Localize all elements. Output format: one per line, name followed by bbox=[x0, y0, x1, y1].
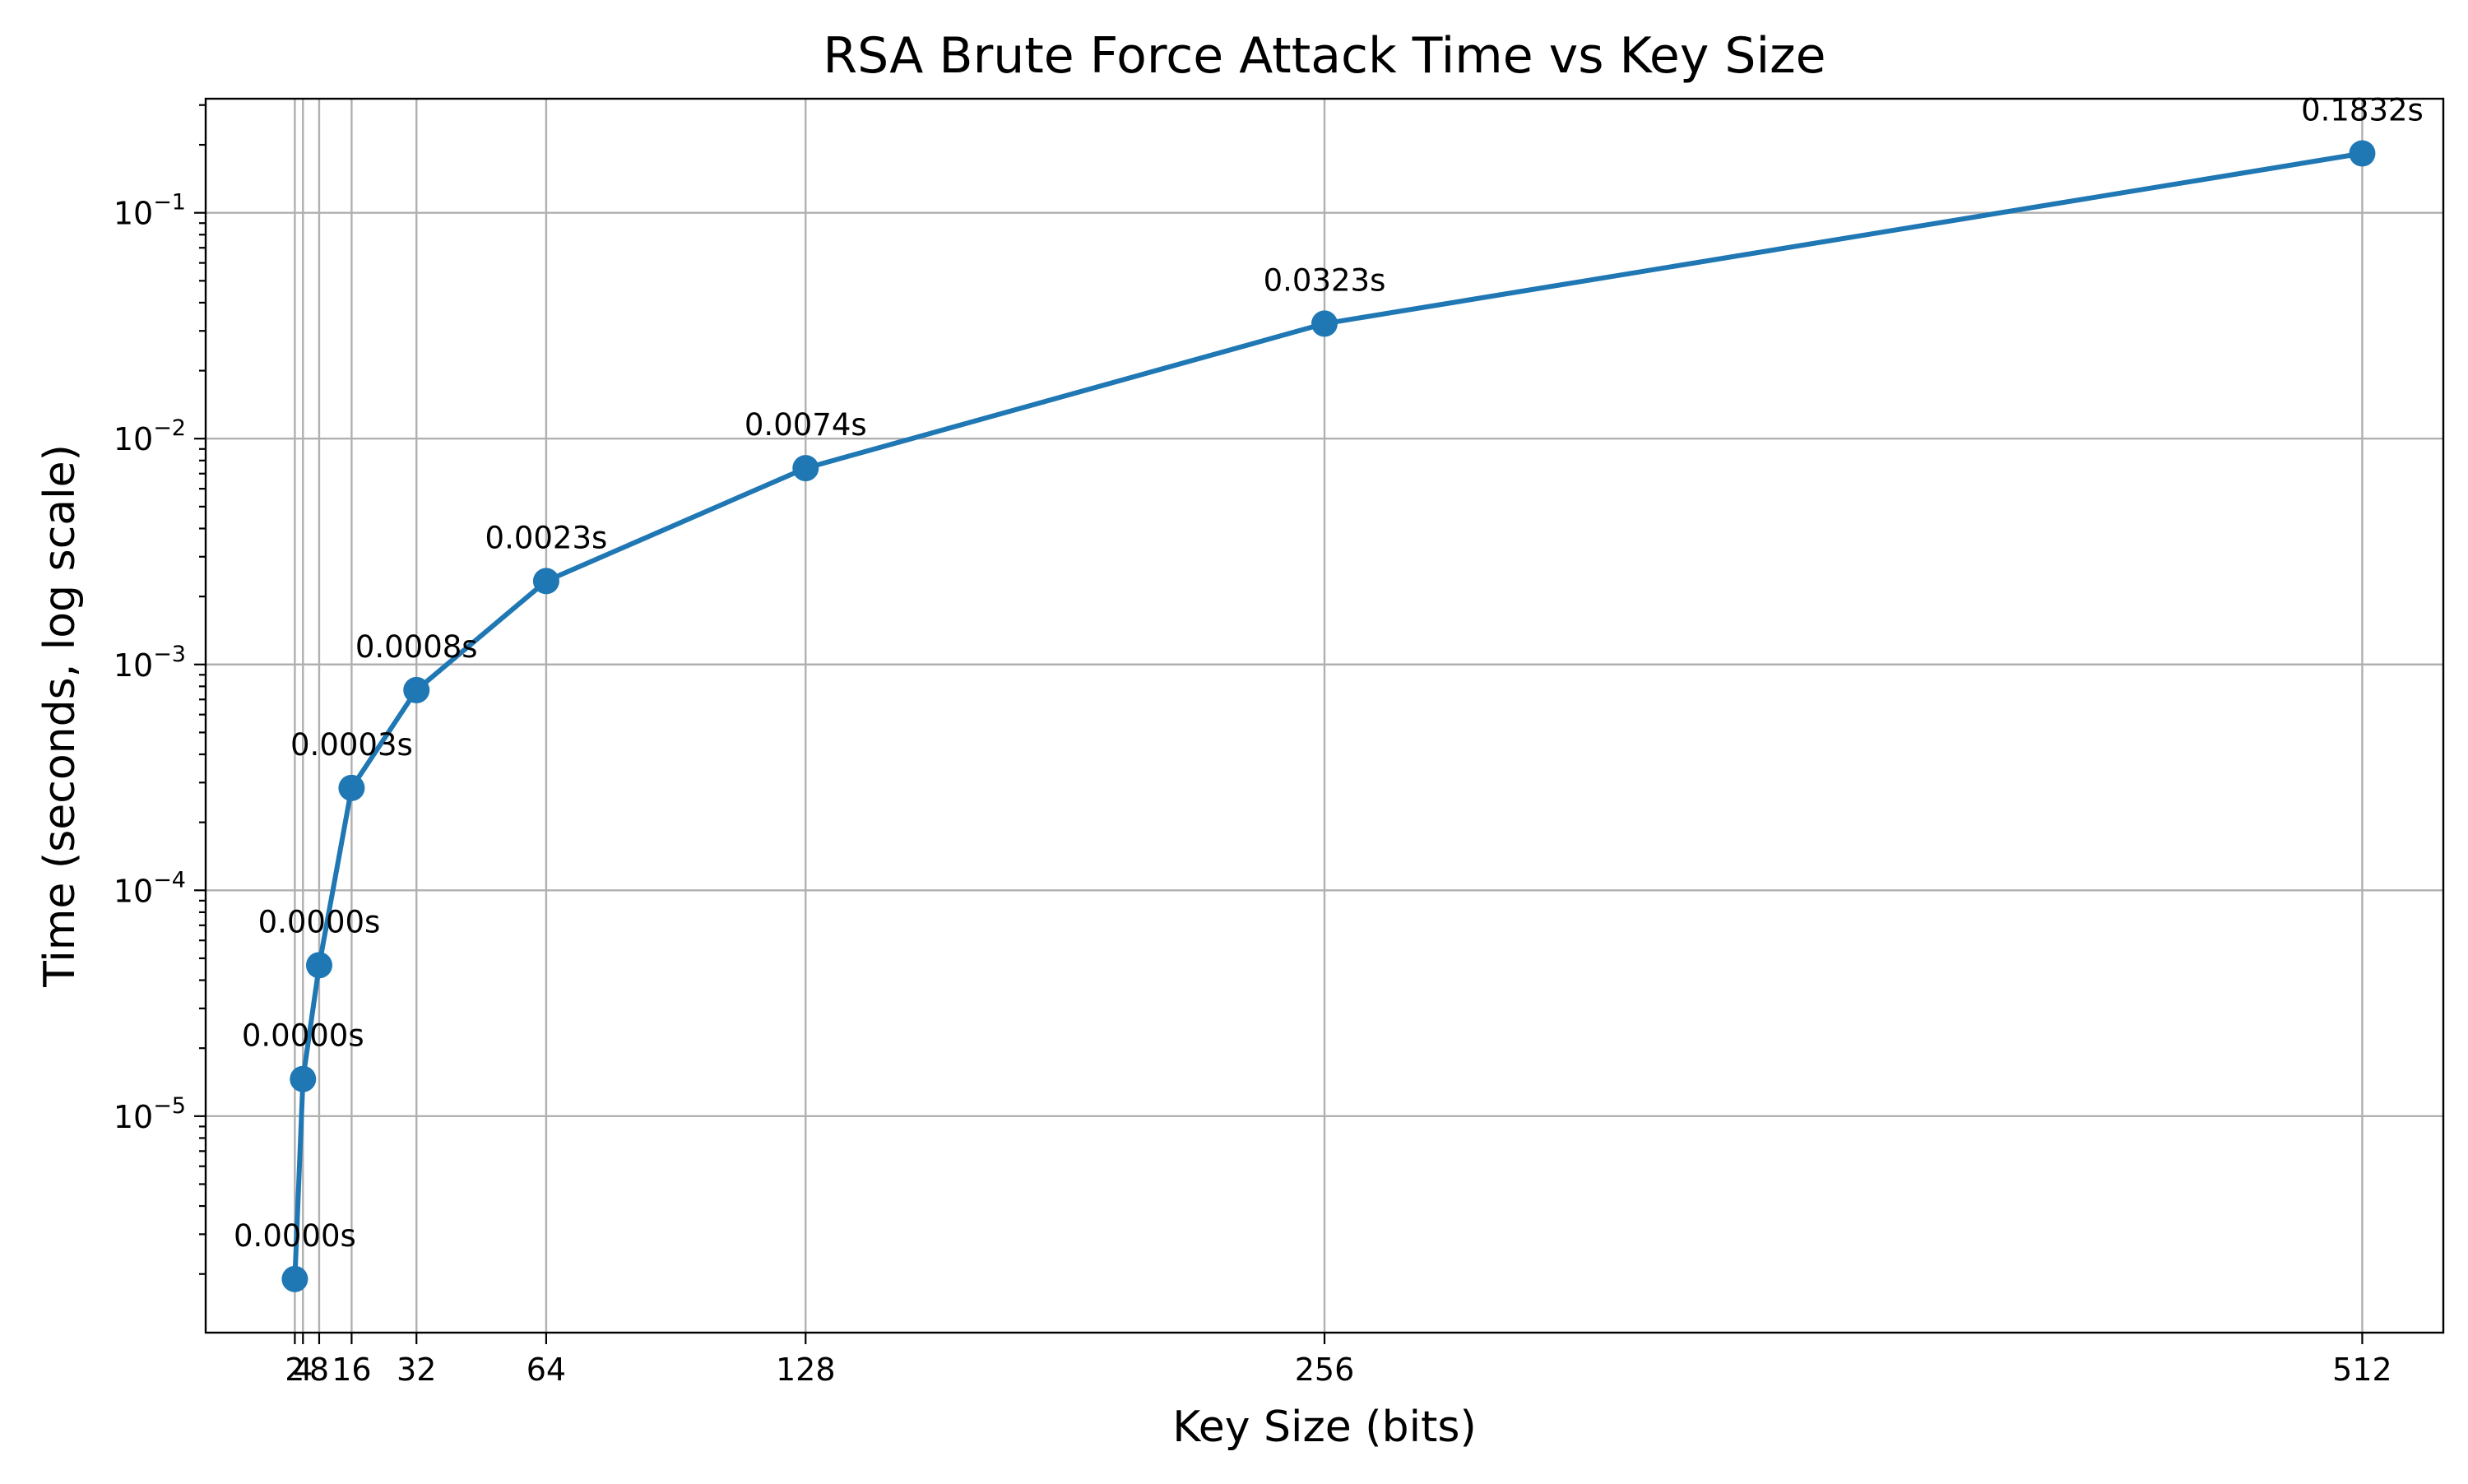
data-label: 0.0008s bbox=[355, 629, 478, 665]
data-label: 0.0003s bbox=[290, 727, 413, 763]
data-point bbox=[305, 952, 332, 979]
data-point bbox=[290, 1065, 317, 1092]
data-labels: 0.0000s 0.0000s 0.0000s 0.0003s 0.0008s 0.002… bbox=[234, 92, 2424, 1253]
axis-ticks: 248 16 32 64 128 256 512 10−5 10−4 10−3 10−2 10−1 bbox=[114, 104, 2392, 1388]
data-label: 0.0000s bbox=[258, 904, 381, 939]
chart-title: RSA Brute Force Attack Time vs Key Size bbox=[823, 27, 1825, 85]
data-label: 0.0023s bbox=[485, 520, 608, 555]
data-point bbox=[281, 1265, 308, 1292]
grid-lines bbox=[206, 99, 2443, 1333]
x-tick-label: 16 bbox=[332, 1352, 371, 1388]
data-label: 0.0074s bbox=[745, 407, 867, 443]
x-tick-label: 32 bbox=[397, 1352, 436, 1388]
y-tick-label: 10−2 bbox=[114, 415, 186, 457]
x-axis-label: Key Size (bits) bbox=[1172, 1403, 1477, 1452]
y-tick-label: 10−3 bbox=[114, 642, 186, 684]
data-label: 0.0000s bbox=[234, 1218, 356, 1254]
data-point bbox=[403, 676, 430, 703]
data-series bbox=[281, 140, 2376, 1292]
data-label: 0.0323s bbox=[1264, 262, 1386, 298]
data-point bbox=[338, 774, 365, 801]
x-tick-label: 512 bbox=[2332, 1352, 2392, 1388]
y-tick-label: 10−5 bbox=[114, 1093, 186, 1135]
data-label: 0.0000s bbox=[242, 1018, 364, 1054]
data-point bbox=[532, 568, 559, 595]
x-tick-label: 2 bbox=[285, 1352, 304, 1388]
x-tick-label: 128 bbox=[776, 1352, 836, 1388]
plot-frame bbox=[204, 97, 2445, 1334]
x-tick-label: 256 bbox=[1295, 1352, 1355, 1388]
data-point bbox=[2349, 140, 2376, 167]
x-tick-label: 4 bbox=[293, 1352, 313, 1388]
y-axis-label: Time (seconds, log scale) bbox=[35, 444, 85, 988]
x-tick-label: 8 bbox=[309, 1352, 329, 1388]
y-tick-label: 10−4 bbox=[114, 867, 186, 909]
y-tick-label: 10−1 bbox=[114, 190, 186, 232]
data-point bbox=[792, 455, 819, 482]
data-point bbox=[1311, 310, 1338, 337]
x-tick-label: 64 bbox=[527, 1352, 566, 1388]
